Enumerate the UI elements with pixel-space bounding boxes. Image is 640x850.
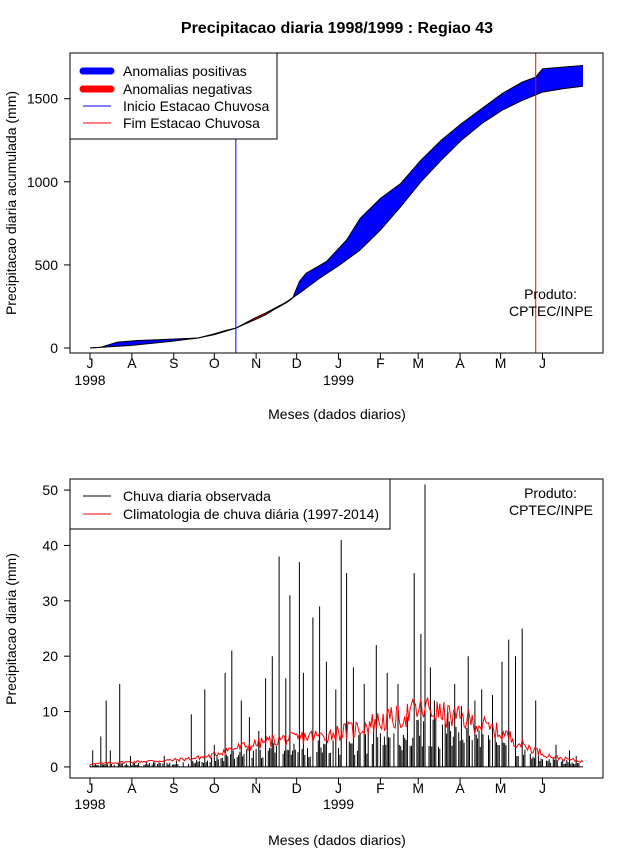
cumulative-legend: Anomalias positivas Anomalias negativas … <box>69 52 278 140</box>
year-label: 1998 <box>74 372 105 388</box>
svg-text:CPTEC/INPE: CPTEC/INPE <box>509 502 593 518</box>
daily-y-axis-label: Precipitacao diaria (mm) <box>3 553 19 705</box>
legend-label-negative: Anomalias negativas <box>123 81 252 97</box>
x-tick-label: D <box>292 780 302 796</box>
x-tick-label: J <box>539 355 546 371</box>
year-label: 1999 <box>323 796 354 812</box>
y-tick-label: 500 <box>35 257 59 273</box>
cumulative-series <box>89 53 584 353</box>
chart-title: Precipitacao diaria 1998/1999 : Regiao 4… <box>181 20 493 37</box>
x-tick-label: A <box>455 780 465 796</box>
legend-label-end: Fim Estacao Chuvosa <box>123 115 260 131</box>
x-tick-label: M <box>495 355 507 371</box>
x-tick-label: N <box>251 355 261 371</box>
y-tick-label: 0 <box>50 759 58 775</box>
x-tick-label: S <box>169 780 178 796</box>
climatology-daily-line <box>89 697 584 766</box>
svg-text:Produto:: Produto: <box>524 286 577 302</box>
year-label: 1999 <box>323 372 354 388</box>
x-tick-label: F <box>376 780 385 796</box>
svg-text:Produto:: Produto: <box>524 485 577 501</box>
x-tick-label: N <box>251 780 261 796</box>
y-tick-label: 10 <box>42 704 58 720</box>
cumulative-y-axis-label: Precipitacao diaria acumulada (mm) <box>3 91 19 315</box>
x-tick-label: A <box>127 355 137 371</box>
y-tick-label: 0 <box>50 340 58 356</box>
x-tick-label: O <box>209 355 220 371</box>
x-tick-label: M <box>495 780 507 796</box>
x-tick-label: A <box>127 780 137 796</box>
svg-text:CPTEC/INPE: CPTEC/INPE <box>509 303 593 319</box>
x-tick-label: S <box>169 355 178 371</box>
x-tick-label: J <box>87 780 94 796</box>
observed-cumulative-line <box>89 65 584 349</box>
x-tick-label: A <box>455 355 465 371</box>
legend-label-observed: Chuva diaria observada <box>123 488 271 504</box>
x-tick-label: M <box>412 780 424 796</box>
x-tick-label: O <box>209 780 220 796</box>
y-tick-label: 30 <box>42 593 58 609</box>
daily-x-axis-label: Meses (dados diarios) <box>268 832 406 848</box>
x-tick-label: J <box>87 355 94 371</box>
x-tick-label: J <box>539 780 546 796</box>
climatology-cumulative-line <box>89 85 584 349</box>
cumulative-x-axis-label: Meses (dados diarios) <box>268 406 406 422</box>
x-tick-label: J <box>335 355 342 371</box>
y-tick-label: 1500 <box>27 91 58 107</box>
y-tick-label: 1000 <box>27 174 58 190</box>
x-tick-label: D <box>292 355 302 371</box>
legend-label-positive: Anomalias positivas <box>123 63 247 79</box>
year-label: 1998 <box>74 796 105 812</box>
y-tick-label: 40 <box>42 537 58 553</box>
x-tick-label: J <box>335 780 342 796</box>
positive-anomaly-area <box>90 327 238 348</box>
daily-product-label: Produto: CPTEC/INPE <box>509 485 593 518</box>
x-tick-label: M <box>412 355 424 371</box>
legend-label-climatology: Climatologia de chuva diária (1997-2014) <box>123 506 379 522</box>
legend-label-start: Inicio Estacao Chuvosa <box>123 98 270 114</box>
cumulative-product-label: Produto: CPTEC/INPE <box>509 286 593 319</box>
daily-series <box>89 484 584 768</box>
daily-legend: Chuva diaria observada Climatologia de c… <box>69 478 391 530</box>
x-tick-label: F <box>376 355 385 371</box>
y-tick-label: 50 <box>42 482 58 498</box>
y-tick-label: 20 <box>42 648 58 664</box>
positive-anomaly-area <box>294 65 583 297</box>
